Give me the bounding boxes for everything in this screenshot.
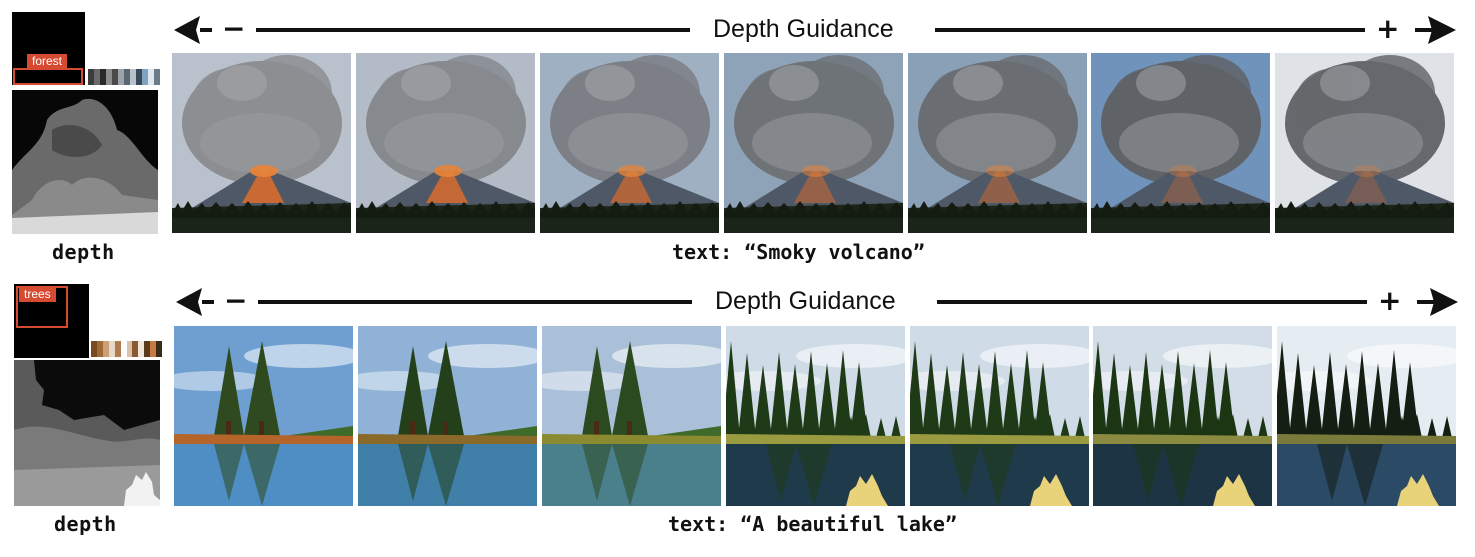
semantic-tag: forest xyxy=(27,54,68,69)
palette-swatch xyxy=(150,341,157,357)
palette-swatch xyxy=(124,69,130,85)
decrease-symbol: − xyxy=(222,12,246,45)
lake-guidance-4 xyxy=(726,326,905,506)
row-volcano: forest depth − Depth Guidance + xyxy=(0,0,1475,270)
palette-swatch xyxy=(108,341,115,357)
depth-caption: depth xyxy=(54,512,117,536)
volcano-guidance-5 xyxy=(908,53,1087,233)
palette-swatch xyxy=(91,341,97,357)
palette-swatch xyxy=(100,69,106,85)
volcano-guidance-3 xyxy=(540,53,719,233)
palette-swatch xyxy=(126,341,133,357)
palette-swatch xyxy=(114,341,121,357)
color-palette xyxy=(91,341,163,357)
palette-swatch xyxy=(96,341,103,357)
palette-swatch xyxy=(118,69,124,85)
palette-swatch xyxy=(120,341,127,357)
volcano-guidance-6 xyxy=(1091,53,1270,233)
increase-symbol: + xyxy=(1376,12,1400,45)
palette-swatch xyxy=(136,69,142,85)
lake-guidance-7 xyxy=(1277,326,1456,506)
condition-inputs: trees xyxy=(14,284,163,506)
semantic-tag-box xyxy=(13,68,83,85)
depth-map xyxy=(14,360,160,506)
palette-swatch xyxy=(142,69,148,85)
guidance-label: Depth Guidance xyxy=(699,14,908,44)
palette-swatch xyxy=(88,69,94,85)
palette-swatch xyxy=(132,341,139,357)
lake-guidance-2 xyxy=(358,326,537,506)
palette-swatch xyxy=(138,341,145,357)
palette-swatch xyxy=(130,69,136,85)
volcano-guidance-4 xyxy=(724,53,903,233)
volcano-guidance-1 xyxy=(172,53,351,233)
condition-inputs: forest xyxy=(12,12,160,234)
palette-swatch xyxy=(102,341,109,357)
lake-guidance-5 xyxy=(910,326,1089,506)
semantic-tag: trees xyxy=(19,287,56,302)
palette-swatch xyxy=(94,69,100,85)
row-lake: trees depth − Depth Guidance + xyxy=(0,272,1475,557)
volcano-guidance-7 xyxy=(1275,53,1454,233)
palette-swatch xyxy=(156,341,163,357)
palette-swatch xyxy=(112,69,118,85)
depth-map xyxy=(12,90,158,234)
decrease-symbol: − xyxy=(224,284,248,317)
depth-caption: depth xyxy=(52,240,115,264)
palette-swatch xyxy=(144,341,151,357)
color-palette xyxy=(88,69,160,85)
palette-swatch xyxy=(154,69,160,85)
palette-swatch xyxy=(106,69,112,85)
semantic-tag-box xyxy=(16,286,68,328)
lake-guidance-1 xyxy=(174,326,353,506)
text-prompt-caption: text: “A beautiful lake” xyxy=(668,512,957,536)
guidance-label: Depth Guidance xyxy=(701,286,910,316)
volcano-guidance-2 xyxy=(356,53,535,233)
lake-guidance-3 xyxy=(542,326,721,506)
palette-swatch xyxy=(148,69,154,85)
text-prompt-caption: text: “Smoky volcano” xyxy=(672,240,925,264)
semantic-map xyxy=(12,12,85,85)
lake-guidance-6 xyxy=(1093,326,1272,506)
increase-symbol: + xyxy=(1378,284,1402,317)
guidance-arrow xyxy=(174,16,1456,44)
guidance-arrow xyxy=(176,288,1458,316)
